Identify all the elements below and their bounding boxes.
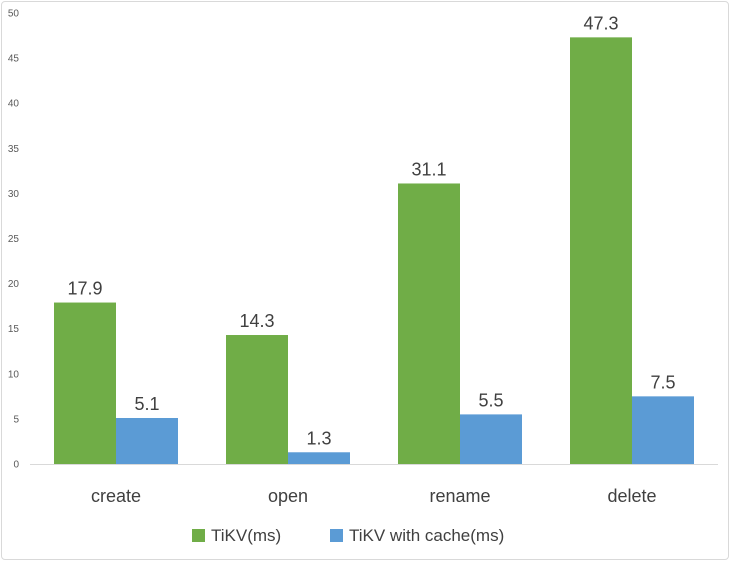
- x-category-label: open: [268, 486, 308, 506]
- y-tick-label: 30: [8, 189, 20, 200]
- legend: TiKV(ms) TiKV with cache(ms): [192, 526, 504, 545]
- x-axis-categories: create open rename delete: [91, 486, 657, 506]
- y-tick-label: 50: [8, 9, 20, 20]
- bar-delete-series-1: [570, 37, 632, 464]
- data-label: 14.3: [239, 311, 274, 331]
- data-label: 17.9: [67, 279, 102, 299]
- y-tick-label: 10: [8, 369, 20, 380]
- data-label: 31.1: [411, 159, 446, 179]
- data-label: 7.5: [650, 372, 675, 392]
- bar-open-series-2: [288, 452, 350, 464]
- bar-create-series-1: [54, 302, 116, 464]
- legend-swatch: [330, 529, 343, 542]
- data-label: 1.3: [306, 428, 331, 448]
- x-category-label: create: [91, 486, 141, 506]
- bar-rename-series-1: [398, 183, 460, 464]
- y-axis: 0 5 10 15 20 25 30 35 40 45 50: [8, 9, 20, 471]
- bar-create-series-2: [116, 417, 178, 464]
- y-tick-label: 15: [8, 324, 20, 335]
- y-tick-label: 5: [13, 414, 19, 425]
- data-labels: 17.9 5.1 14.3 1.3 31.1 5.5 47.3 7.5: [67, 13, 675, 448]
- y-tick-label: 25: [8, 234, 20, 245]
- legend-label: TiKV with cache(ms): [349, 526, 504, 545]
- bar-delete-series-2: [632, 396, 694, 464]
- y-tick-label: 0: [13, 460, 19, 471]
- y-tick-label: 20: [8, 279, 20, 290]
- legend-label: TiKV(ms): [211, 526, 281, 545]
- x-category-label: rename: [429, 486, 490, 506]
- y-tick-label: 35: [8, 144, 20, 155]
- data-label: 5.5: [478, 390, 503, 410]
- bars: [54, 37, 694, 464]
- bar-rename-series-2: [460, 414, 522, 464]
- legend-swatch: [192, 529, 205, 542]
- x-category-label: delete: [607, 486, 656, 506]
- bar-open-series-1: [226, 335, 288, 464]
- y-tick-label: 45: [8, 54, 20, 65]
- y-tick-label: 40: [8, 99, 20, 110]
- data-label: 5.1: [134, 394, 159, 414]
- data-label: 47.3: [583, 13, 618, 33]
